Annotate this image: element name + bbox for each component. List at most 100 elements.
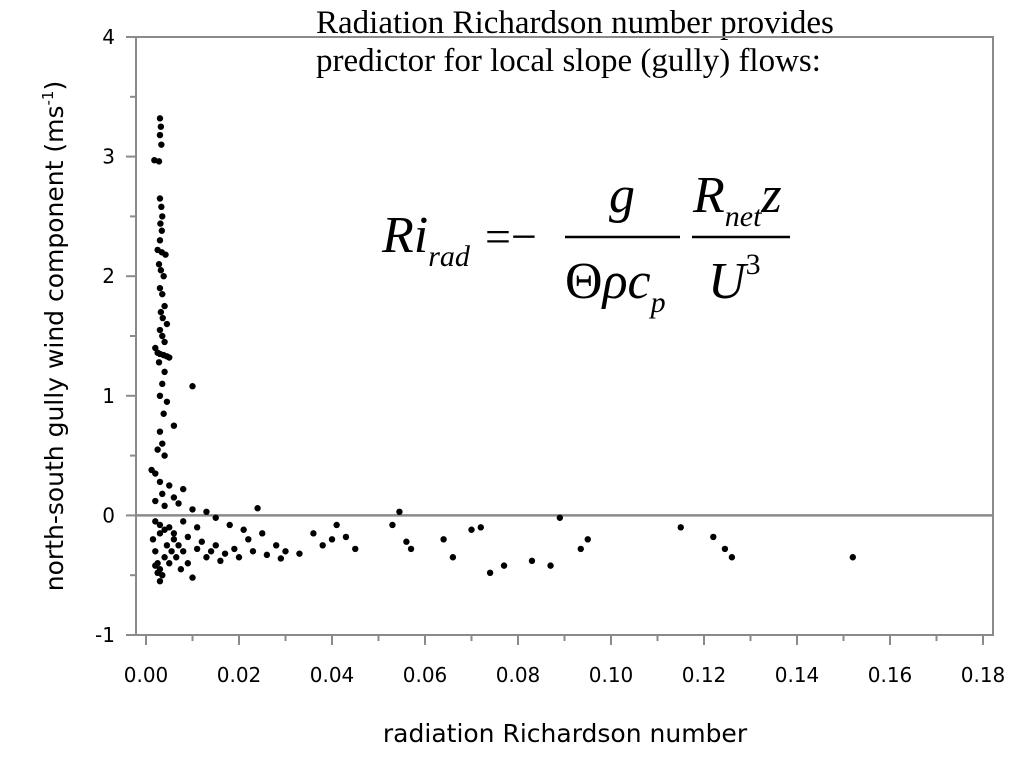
y-axis-title: north-south gully wind component (ms-1) xyxy=(39,81,69,592)
data-point xyxy=(440,536,447,543)
data-point xyxy=(198,538,205,545)
data-point xyxy=(180,548,187,555)
data-point xyxy=(310,530,317,537)
data-point xyxy=(235,554,243,561)
data-point xyxy=(721,545,729,553)
data-point xyxy=(163,398,171,405)
tick-marks: 0.00 0.02 0.04 0.06 0.08 0.10 0.12 0.14 0.16 0.18… xyxy=(95,25,1005,687)
data-point xyxy=(152,518,159,525)
data-point xyxy=(156,530,164,537)
data-point xyxy=(155,158,163,165)
data-point xyxy=(577,545,584,553)
data-point xyxy=(407,545,415,553)
data-point xyxy=(477,524,484,531)
x-tick-label: 0.12 xyxy=(682,663,727,687)
data-point xyxy=(156,284,164,292)
data-point xyxy=(245,536,252,543)
data-point xyxy=(152,562,159,569)
equation-rho-c: ρc xyxy=(601,253,651,310)
data-point xyxy=(156,478,164,486)
data-point xyxy=(273,542,280,549)
data-point xyxy=(728,554,736,561)
data-point xyxy=(161,338,168,346)
data-point xyxy=(556,514,564,521)
x-axis-title: radiation Richardson number xyxy=(383,719,748,748)
axes xyxy=(135,36,994,636)
data-point xyxy=(240,526,247,533)
x-tick-label: 0.10 xyxy=(589,663,634,687)
data-point xyxy=(677,524,684,531)
data-point xyxy=(156,115,164,122)
data-point xyxy=(203,554,210,561)
slide-title-line-1: Radiation Richardson number provides xyxy=(316,5,834,41)
data-point xyxy=(189,383,196,390)
data-point xyxy=(156,326,164,334)
equation-exponent: 3 xyxy=(746,248,761,281)
data-point xyxy=(166,354,173,361)
data-point xyxy=(403,538,410,545)
data-point xyxy=(159,440,166,447)
data-point xyxy=(207,548,215,555)
equation-denominator-1: Θρcp xyxy=(565,253,666,319)
data-point xyxy=(221,550,229,557)
data-point xyxy=(152,497,159,505)
data-point xyxy=(161,502,168,510)
data-point xyxy=(217,557,224,565)
data-point xyxy=(319,542,326,549)
equation-equals-minus: =− xyxy=(485,211,537,262)
data-point xyxy=(528,557,536,565)
data-point xyxy=(161,554,168,561)
y-axis-title-main: north-south gully wind component (ms xyxy=(40,105,69,591)
data-point xyxy=(156,237,164,244)
data-point xyxy=(158,227,166,234)
data-point xyxy=(263,551,271,559)
data-point xyxy=(710,533,717,541)
data-point xyxy=(156,131,164,139)
data-point xyxy=(157,123,165,130)
y-axis-title-close: ) xyxy=(40,81,69,91)
data-point xyxy=(486,569,494,577)
equation-lhs-symbol: Ri xyxy=(381,207,428,264)
data-point xyxy=(159,332,166,340)
x-tick-label: 0.06 xyxy=(403,663,448,687)
slide-title: Radiation Richardson number provides pre… xyxy=(316,4,1016,80)
x-tick-label: 0.14 xyxy=(775,663,820,687)
data-point xyxy=(468,526,475,533)
data-point xyxy=(203,508,210,516)
data-point xyxy=(156,428,164,435)
equation-u: U xyxy=(708,253,749,310)
equation-numerator-g: g xyxy=(609,167,635,224)
data-point xyxy=(159,290,166,298)
data-point xyxy=(170,422,178,429)
data-point xyxy=(449,554,457,561)
data-point xyxy=(328,536,336,543)
data-point xyxy=(189,506,196,513)
data-point xyxy=(154,569,161,577)
data-point xyxy=(158,203,165,211)
data-point xyxy=(584,536,591,543)
data-point xyxy=(159,213,166,220)
data-point xyxy=(162,251,169,258)
data-point xyxy=(173,554,180,561)
data-point xyxy=(389,521,396,529)
data-point xyxy=(193,545,201,553)
data-point xyxy=(161,368,168,376)
y-tick-label: 2 xyxy=(102,264,115,288)
data-point xyxy=(158,141,165,148)
data-point xyxy=(156,521,164,529)
data-point xyxy=(175,542,182,549)
equation-lhs-subscript: rad xyxy=(428,240,471,273)
equation: Rirad =− g Θρcp Rnetz U3 xyxy=(381,167,790,319)
data-point xyxy=(152,344,159,352)
y-tick-label: 1 xyxy=(102,384,115,408)
equation-denominator-2: U3 xyxy=(708,248,761,310)
x-tick-label: 0.04 xyxy=(310,663,355,687)
data-point xyxy=(157,308,165,316)
data-point xyxy=(231,545,238,553)
data-point xyxy=(163,320,171,328)
data-point xyxy=(254,505,261,512)
y-tick-label: 4 xyxy=(102,25,115,49)
data-point xyxy=(333,521,340,529)
equation-lhs: Rirad xyxy=(381,207,471,273)
